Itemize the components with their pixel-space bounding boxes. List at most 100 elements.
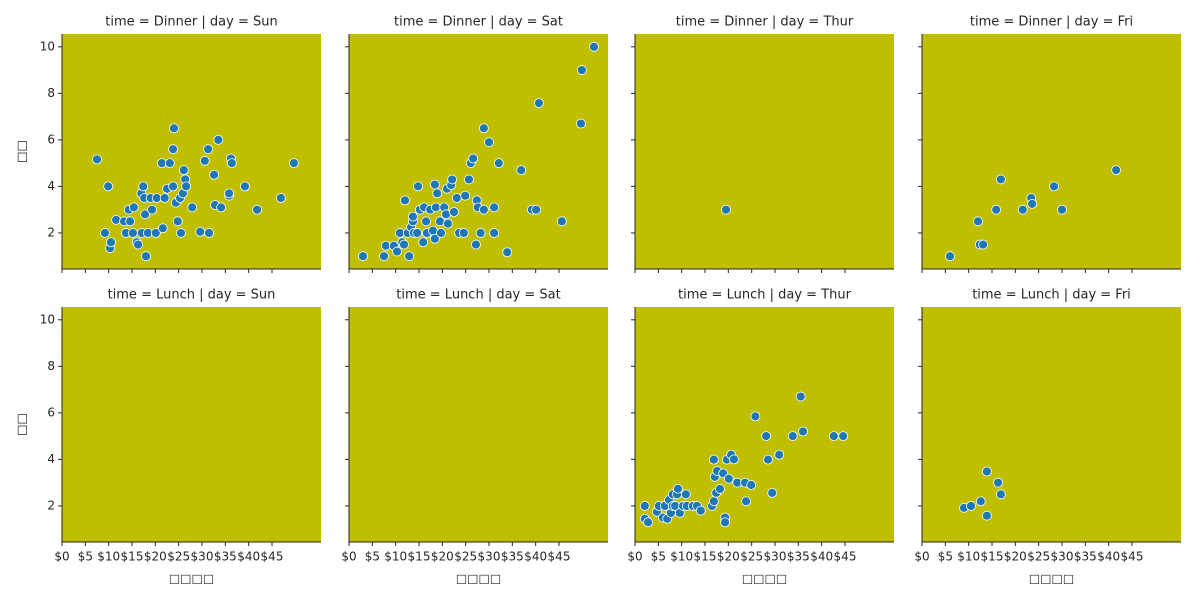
point bbox=[478, 123, 489, 134]
point bbox=[729, 454, 739, 465]
panel-title: time = Dinner | day = Thur bbox=[676, 15, 854, 30]
point bbox=[204, 228, 214, 238]
point bbox=[447, 174, 458, 185]
point bbox=[404, 251, 415, 262]
point bbox=[203, 144, 213, 155]
point bbox=[720, 517, 730, 528]
plot-area bbox=[922, 307, 1181, 542]
point bbox=[761, 431, 772, 442]
x-tick-label: $30 bbox=[1051, 550, 1074, 564]
point bbox=[1057, 204, 1067, 215]
point bbox=[125, 216, 136, 227]
point bbox=[502, 247, 513, 258]
point bbox=[531, 204, 542, 215]
point bbox=[392, 246, 402, 257]
point bbox=[723, 473, 734, 484]
x-tick-label: $25 bbox=[1027, 550, 1050, 564]
panel-title: time = Dinner | day = Fri bbox=[970, 15, 1133, 30]
point bbox=[421, 216, 431, 227]
point bbox=[252, 204, 262, 215]
y-axis-label: □□ bbox=[15, 413, 29, 436]
point bbox=[1017, 204, 1028, 215]
point bbox=[1111, 165, 1122, 176]
point bbox=[275, 193, 286, 203]
x-tick-label: $40 bbox=[237, 550, 260, 564]
point bbox=[721, 204, 731, 215]
x-tick-label: $0 bbox=[627, 550, 642, 564]
x-axis-label: □□□□ bbox=[742, 572, 787, 586]
point bbox=[484, 137, 494, 148]
point bbox=[993, 477, 1003, 488]
point bbox=[176, 228, 186, 238]
point bbox=[429, 233, 440, 244]
point bbox=[795, 391, 806, 402]
point bbox=[475, 228, 486, 238]
panel-title: time = Lunch | day = Fri bbox=[972, 288, 1131, 303]
x-tick-label: $15 bbox=[408, 550, 431, 564]
point bbox=[478, 204, 489, 215]
point bbox=[945, 251, 955, 262]
point bbox=[838, 431, 849, 442]
point bbox=[973, 216, 983, 227]
point bbox=[516, 165, 527, 176]
point bbox=[240, 181, 250, 192]
point bbox=[460, 190, 471, 201]
x-tick-label: $20 bbox=[717, 550, 740, 564]
point bbox=[981, 510, 992, 521]
point bbox=[150, 228, 161, 238]
point bbox=[458, 228, 469, 238]
x-tick-label: $25 bbox=[740, 550, 763, 564]
point bbox=[209, 169, 220, 180]
point bbox=[995, 174, 1006, 185]
y-tick-label: 10 bbox=[40, 39, 55, 53]
point bbox=[576, 65, 587, 75]
x-tick-label: $0 bbox=[341, 550, 356, 564]
y-tick-label: 2 bbox=[47, 225, 55, 239]
x-tick-label: $15 bbox=[981, 550, 1004, 564]
x-tick-label: $25 bbox=[167, 550, 190, 564]
point bbox=[966, 501, 976, 511]
point bbox=[995, 489, 1006, 500]
point bbox=[172, 216, 183, 227]
point bbox=[451, 193, 462, 203]
point bbox=[92, 154, 102, 165]
point bbox=[128, 202, 139, 213]
point bbox=[412, 228, 423, 238]
point bbox=[140, 209, 150, 220]
y-tick-label: 4 bbox=[47, 179, 55, 193]
point bbox=[436, 228, 446, 238]
point bbox=[289, 158, 299, 169]
x-tick-label: $5 bbox=[365, 550, 380, 564]
point bbox=[991, 204, 1002, 215]
x-tick-label: $15 bbox=[694, 550, 717, 564]
x-axis-label: □□□□ bbox=[1029, 572, 1074, 586]
point bbox=[169, 123, 179, 134]
point bbox=[741, 496, 751, 507]
point bbox=[471, 239, 481, 250]
x-tick-label: $45 bbox=[261, 550, 284, 564]
x-tick-label: $35 bbox=[501, 550, 524, 564]
point bbox=[429, 179, 440, 190]
x-tick-label: $15 bbox=[121, 550, 144, 564]
y-tick-label: 8 bbox=[47, 359, 55, 373]
point bbox=[226, 158, 237, 169]
point bbox=[981, 466, 992, 477]
x-axis-label: □□□□ bbox=[456, 572, 501, 586]
point bbox=[708, 496, 719, 507]
x-tick-label: $30 bbox=[191, 550, 214, 564]
point bbox=[708, 454, 719, 465]
x-tick-label: $20 bbox=[1004, 550, 1027, 564]
point bbox=[103, 181, 114, 192]
point bbox=[975, 496, 986, 507]
point bbox=[695, 505, 706, 516]
point bbox=[978, 239, 989, 250]
point bbox=[798, 426, 808, 437]
point bbox=[1049, 181, 1059, 192]
point bbox=[157, 223, 168, 234]
x-tick-label: $0 bbox=[54, 550, 69, 564]
point bbox=[195, 226, 206, 237]
point bbox=[187, 202, 198, 213]
x-tick-label: $10 bbox=[97, 550, 120, 564]
x-tick-label: $10 bbox=[670, 550, 693, 564]
plot-area bbox=[62, 307, 321, 542]
